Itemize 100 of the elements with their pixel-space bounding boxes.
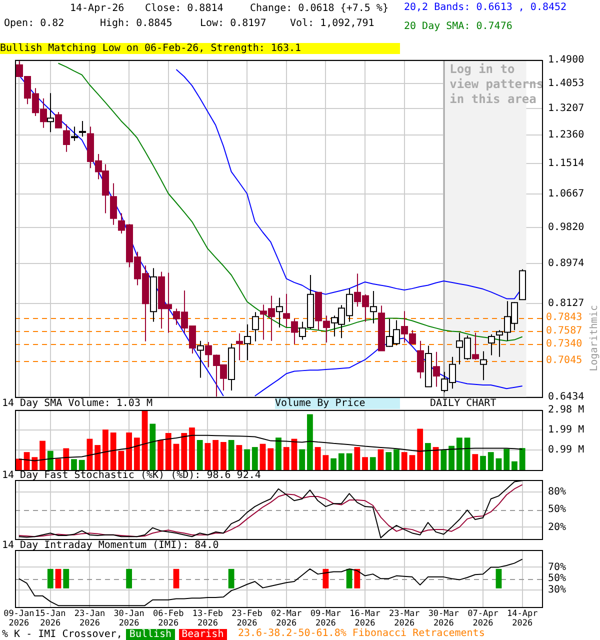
y-tick-label: 0.9820 — [548, 222, 584, 233]
x-tick-label: 23-Mar 2026 — [388, 609, 420, 629]
chart-title: 14 Day Intraday Momentum (IMI): 84.0 — [2, 540, 219, 551]
candlestick — [480, 350, 487, 381]
bar — [504, 448, 510, 470]
bar — [142, 410, 148, 470]
x-tick-label: 16-Mar 2026 — [350, 609, 380, 629]
candlestick — [55, 111, 62, 128]
bar — [378, 449, 384, 470]
bar — [181, 432, 188, 470]
bar — [236, 445, 242, 470]
y-tick-label: 1.3207 — [548, 102, 584, 114]
text: 14-Apr-26 — [70, 3, 124, 14]
ref-line-label: 0.7587 — [546, 325, 582, 336]
bar — [370, 457, 376, 470]
y-tick-label: 70% — [548, 562, 566, 573]
candlestick — [236, 332, 243, 361]
y-tick-label: 0.8974 — [548, 258, 584, 270]
x-tick-label: 14-Apr 2026 — [506, 609, 538, 629]
bar — [16, 458, 22, 470]
y-tick-label: 80% — [548, 486, 566, 498]
y-tick-label: 1.0667 — [548, 188, 584, 200]
text: Close: 0.8814 — [145, 3, 224, 14]
bar — [472, 454, 478, 470]
y-tick-label: 1.2360 — [548, 130, 584, 141]
text: 20,2 Bands: 0.6613 , 0.8452 — [404, 2, 567, 13]
x-tick-label: 06-Feb 2026 — [153, 609, 184, 629]
text: Low: 0.8197 — [200, 18, 266, 29]
candlestick — [370, 290, 377, 324]
text: Change: 0.0618 {+7.5 %} — [250, 3, 388, 14]
candlestick — [488, 334, 495, 356]
bar — [346, 453, 352, 470]
candlestick — [252, 312, 259, 342]
x-tick-label: 02-Mar 2026 — [271, 609, 302, 629]
bar — [432, 447, 439, 470]
candlestick — [472, 332, 479, 360]
bar — [220, 442, 226, 470]
text: Bearish — [178, 629, 227, 640]
bar — [228, 440, 234, 470]
x-tick-label: 09-Mar 2026 — [310, 609, 342, 629]
bar — [519, 448, 526, 470]
bar — [102, 430, 108, 470]
candlestick — [433, 351, 440, 388]
y-tick-label: 30% — [548, 584, 566, 596]
candlestick — [197, 340, 204, 378]
text: 23.6-38.2-50-61.8% Fibonacci Retracements — [238, 628, 485, 639]
ref-line-label: 0.7340 — [546, 338, 582, 350]
y-axis-title: Logarithmic — [589, 305, 600, 372]
bar — [299, 449, 306, 470]
bar — [386, 452, 392, 470]
chart-title: 14 Day SMA Volume: 1.03 M — [2, 398, 153, 409]
x-tick-label: 30-Mar 2026 — [428, 609, 460, 629]
bar — [291, 438, 298, 470]
bar — [134, 438, 140, 470]
bar — [276, 438, 282, 470]
x-tick-label: 09-Jan 2026 — [4, 609, 34, 629]
bar — [330, 458, 337, 470]
bar — [165, 432, 172, 470]
bar — [71, 459, 77, 470]
text: Bullish — [126, 629, 175, 640]
y-tick-label: 1.4900 — [548, 54, 584, 66]
text: Volume By Price — [275, 398, 400, 409]
bar — [354, 447, 360, 470]
bar — [440, 450, 447, 470]
bar — [244, 449, 250, 470]
y-tick-label: 50% — [548, 573, 566, 584]
text: 20 Day SMA: 0.7476 — [404, 21, 514, 32]
bar — [196, 440, 203, 470]
x-tick-label: 13-Feb 2026 — [192, 609, 224, 629]
candlestick — [276, 297, 283, 328]
bar — [94, 445, 101, 470]
y-tick-label: 1.1514 — [548, 158, 584, 170]
band-label: Log in to view patterns in this area — [450, 62, 544, 106]
text: DAILY CHART — [430, 398, 496, 409]
text: High: 0.8845 — [100, 18, 172, 29]
x-tick-label: 23-Feb 2026 — [232, 609, 262, 629]
candlestick — [417, 340, 424, 379]
y-tick-label: 0.99 M — [548, 444, 584, 456]
y-tick-label: 0.6434 — [548, 392, 584, 403]
y-tick-label: 0.8127 — [548, 298, 584, 309]
legend-title: % K - IMI Crossover, — [2, 629, 122, 640]
candlestick — [47, 92, 54, 133]
x-tick-label: 30-Jan 2026 — [114, 609, 144, 629]
x-tick-label: 07-Apr 2026 — [468, 609, 498, 629]
bar — [212, 440, 219, 470]
bar — [189, 428, 195, 470]
bar — [150, 424, 156, 470]
ref-line-label: 0.7045 — [546, 355, 582, 366]
bar — [394, 449, 400, 470]
ref-line-label: 0.7843 — [546, 312, 582, 324]
bar — [252, 447, 258, 470]
bar — [260, 444, 266, 470]
candlestick — [63, 124, 70, 152]
bar — [55, 458, 62, 470]
candlestick — [110, 182, 117, 226]
candlestick — [71, 126, 78, 142]
y-tick-label: 1.4053 — [548, 78, 584, 90]
bar — [32, 457, 38, 470]
x-tick-label: 15-Jan 2026 — [35, 609, 66, 629]
bar — [496, 458, 502, 470]
